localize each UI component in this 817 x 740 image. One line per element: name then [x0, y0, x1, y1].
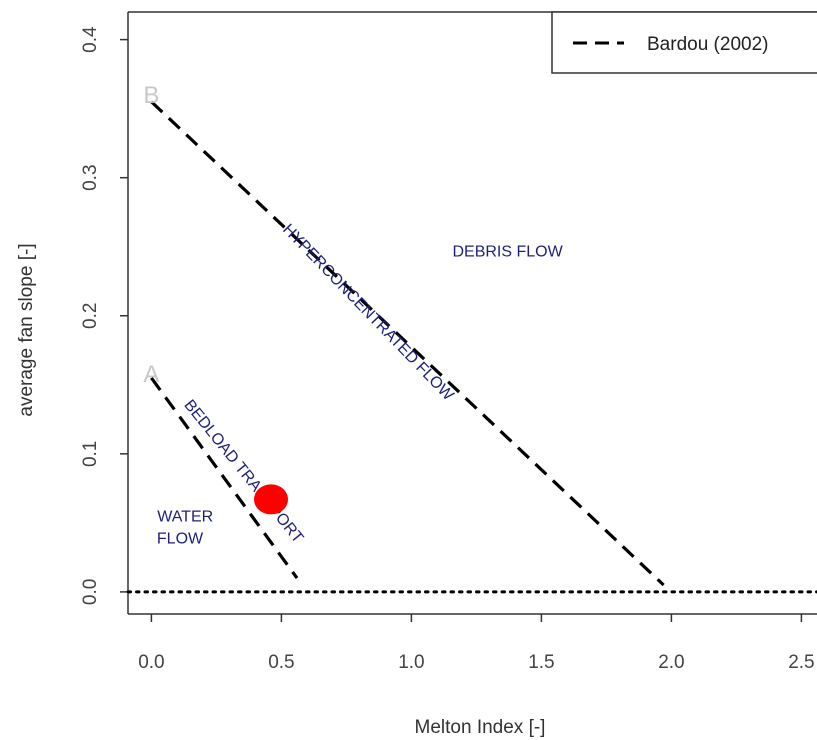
x-axis-title: Melton Index [-] [415, 717, 546, 738]
highlight-point [254, 484, 288, 515]
plot-area [127, 11, 817, 615]
x-tick-label: 1.5 [528, 652, 554, 673]
point-label-b: B [143, 82, 159, 109]
series-line-a [150, 376, 299, 580]
legend-box [551, 11, 817, 74]
x-tick-label: 0.0 [138, 652, 164, 673]
highlight-points [254, 484, 288, 515]
legend-label: Bardou (2002) [647, 34, 768, 55]
y-tick-label: 0.0 [80, 579, 101, 605]
series-line-b [150, 100, 665, 587]
x-tick-label: 2.0 [658, 652, 684, 673]
region-annotation: HYPERCONCENTRATED FLOW [279, 221, 457, 405]
y-axis: 0.0 0.1 0.2 0.3 0.4 [80, 26, 128, 605]
x-axis: 0.0 0.5 1.0 1.5 2.0 2.5 [138, 614, 815, 673]
point-labels: AB [143, 82, 159, 388]
y-tick-label: 0.2 [80, 303, 101, 329]
region-annotation: WATER [157, 508, 213, 525]
y-tick-label: 0.1 [80, 441, 101, 467]
x-tick-label: 0.5 [268, 652, 294, 673]
point-label-a: A [143, 361, 159, 388]
x-tick-label: 1.0 [398, 652, 424, 673]
y-axis-title: average fan slope [-] [16, 243, 37, 416]
legend: Bardou (2002) [551, 11, 817, 74]
y-tick-label: 0.3 [80, 164, 101, 190]
region-annotation: FLOW [157, 531, 204, 548]
region-annotation: DEBRIS FLOW [452, 243, 563, 260]
x-tick-label: 2.5 [788, 652, 814, 673]
y-tick-label: 0.4 [80, 26, 101, 53]
series-group [150, 100, 665, 587]
